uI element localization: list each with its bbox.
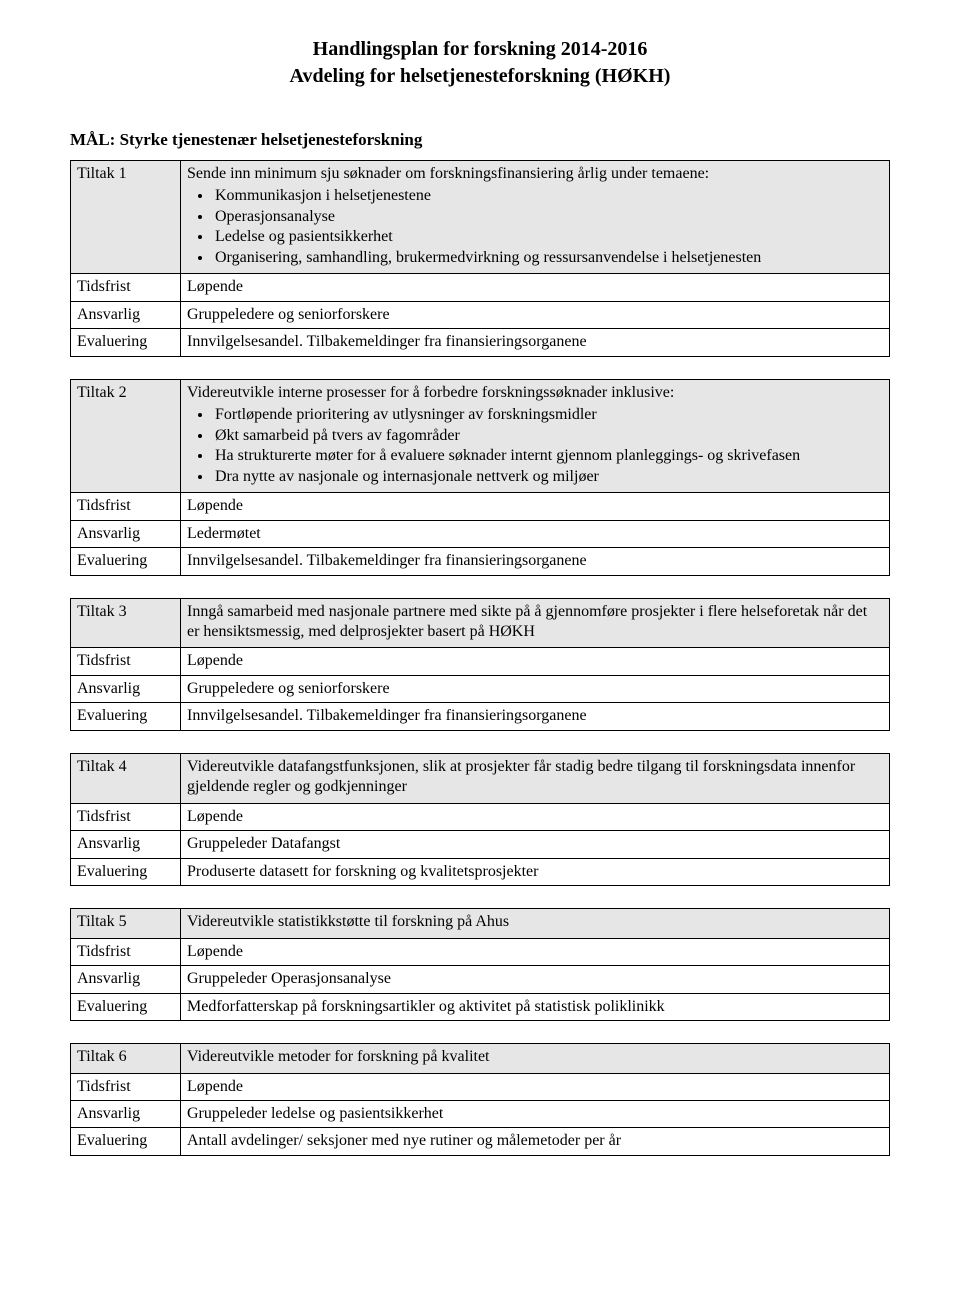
tiltak-label: Tiltak 4 [71, 753, 181, 803]
tiltak-body: Sende inn minimum sju søknader om forskn… [181, 161, 890, 274]
tiltak-label: Tiltak 3 [71, 598, 181, 648]
row-label-tidsfrist: Tidsfrist [71, 493, 181, 520]
tiltak-label: Tiltak 6 [71, 1044, 181, 1073]
tiltak-table-2: Tiltak 2 Videreutvikle interne prosesser … [70, 379, 890, 576]
evaluering-value: Innvilgelsesandel. Tilbakemeldinger fra … [181, 329, 890, 356]
tiltak-table-4: Tiltak 4Videreutvikle datafangstfunksjon… [70, 753, 890, 886]
tiltak-bullet: Operasjonsanalyse [213, 207, 883, 227]
tiltak-body: Videreutvikle statistikkstøtte til forsk… [181, 909, 890, 938]
ansvarlig-value: Gruppeleder ledelse og pasientsikkerhet [181, 1101, 890, 1128]
evaluering-value: Produserte datasett for forskning og kva… [181, 858, 890, 885]
tidsfrist-value: Løpende [181, 493, 890, 520]
evaluering-value: Innvilgelsesandel. Tilbakemeldinger fra … [181, 548, 890, 575]
mal-heading: MÅL: Styrke tjenestenær helsetjenestefor… [70, 130, 890, 150]
row-label-evaluering: Evaluering [71, 329, 181, 356]
row-label-evaluering: Evaluering [71, 993, 181, 1020]
row-label-ansvarlig: Ansvarlig [71, 675, 181, 702]
tiltak-bullet: Organisering, samhandling, brukermedvirk… [213, 248, 883, 268]
tiltak-label: Tiltak 2 [71, 379, 181, 492]
tidsfrist-value: Løpende [181, 1073, 890, 1100]
tiltak-table-1: Tiltak 1 Sende inn minimum sju søknader o… [70, 160, 890, 357]
row-label-tidsfrist: Tidsfrist [71, 803, 181, 830]
row-label-evaluering: Evaluering [71, 858, 181, 885]
row-label-ansvarlig: Ansvarlig [71, 520, 181, 547]
row-label-tidsfrist: Tidsfrist [71, 648, 181, 675]
tiltak-label: Tiltak 1 [71, 161, 181, 274]
ansvarlig-value: Gruppeleder Operasjonsanalyse [181, 966, 890, 993]
tiltak-bullet: Dra nytte av nasjonale og internasjonale… [213, 467, 883, 487]
tiltak-label: Tiltak 5 [71, 909, 181, 938]
row-label-ansvarlig: Ansvarlig [71, 301, 181, 328]
row-label-evaluering: Evaluering [71, 703, 181, 730]
evaluering-value: Medforfatterskap på forskningsartikler o… [181, 993, 890, 1020]
ansvarlig-value: Gruppeledere og seniorforskere [181, 301, 890, 328]
row-label-tidsfrist: Tidsfrist [71, 274, 181, 301]
tiltak-body: Inngå samarbeid med nasjonale partnere m… [181, 598, 890, 648]
tiltak-bullets: Fortløpende prioritering av utlysninger … [213, 405, 883, 487]
tiltak-table-5: Tiltak 5 Videreutvikle statistikkstøtte t… [70, 908, 890, 1021]
row-label-tidsfrist: Tidsfrist [71, 938, 181, 965]
tidsfrist-value: Løpende [181, 648, 890, 675]
row-label-ansvarlig: Ansvarlig [71, 1101, 181, 1128]
row-label-ansvarlig: Ansvarlig [71, 831, 181, 858]
title-line-2: Avdeling for helsetjenesteforskning (HØK… [70, 63, 890, 90]
tiltak-intro: Videreutvikle metoder for forskning på k… [187, 1047, 883, 1067]
row-label-tidsfrist: Tidsfrist [71, 1073, 181, 1100]
tiltak-intro: Videreutvikle statistikkstøtte til forsk… [187, 912, 883, 932]
row-label-evaluering: Evaluering [71, 1128, 181, 1155]
tidsfrist-value: Løpende [181, 938, 890, 965]
tiltak-bullets: Kommunikasjon i helsetjenesteneOperasjon… [213, 186, 883, 268]
title-block: Handlingsplan for forskning 2014-2016 Av… [70, 36, 890, 90]
tiltak-body: Videreutvikle interne prosesser for å fo… [181, 379, 890, 492]
tiltak-intro: Inngå samarbeid med nasjonale partnere m… [187, 602, 883, 643]
tiltak-intro: Sende inn minimum sju søknader om forskn… [187, 164, 883, 184]
tiltak-bullet: Kommunikasjon i helsetjenestene [213, 186, 883, 206]
row-label-ansvarlig: Ansvarlig [71, 966, 181, 993]
tiltak-table-3: Tiltak 3Inngå samarbeid med nasjonale pa… [70, 598, 890, 731]
tidsfrist-value: Løpende [181, 274, 890, 301]
title-line-1: Handlingsplan for forskning 2014-2016 [70, 36, 890, 63]
tiltak-bullet: Ledelse og pasientsikkerhet [213, 227, 883, 247]
tiltak-bullet: Ha strukturerte møter for å evaluere søk… [213, 446, 883, 466]
tiltak-intro: Videreutvikle interne prosesser for å fo… [187, 383, 883, 403]
tidsfrist-value: Løpende [181, 803, 890, 830]
tiltak-bullet: Fortløpende prioritering av utlysninger … [213, 405, 883, 425]
evaluering-value: Antall avdelinger/ seksjoner med nye rut… [181, 1128, 890, 1155]
ansvarlig-value: Gruppeledere og seniorforskere [181, 675, 890, 702]
ansvarlig-value: Ledermøtet [181, 520, 890, 547]
tiltak-intro: Videreutvikle datafangstfunksjonen, slik… [187, 757, 883, 798]
tiltak-table-6: Tiltak 6 Videreutvikle metoder for forskn… [70, 1043, 890, 1156]
tables-container: Tiltak 1 Sende inn minimum sju søknader o… [70, 160, 890, 1156]
row-label-evaluering: Evaluering [71, 548, 181, 575]
tiltak-body: Videreutvikle metoder for forskning på k… [181, 1044, 890, 1073]
ansvarlig-value: Gruppeleder Datafangst [181, 831, 890, 858]
evaluering-value: Innvilgelsesandel. Tilbakemeldinger fra … [181, 703, 890, 730]
tiltak-bullet: Økt samarbeid på tvers av fagområder [213, 426, 883, 446]
tiltak-body: Videreutvikle datafangstfunksjonen, slik… [181, 753, 890, 803]
